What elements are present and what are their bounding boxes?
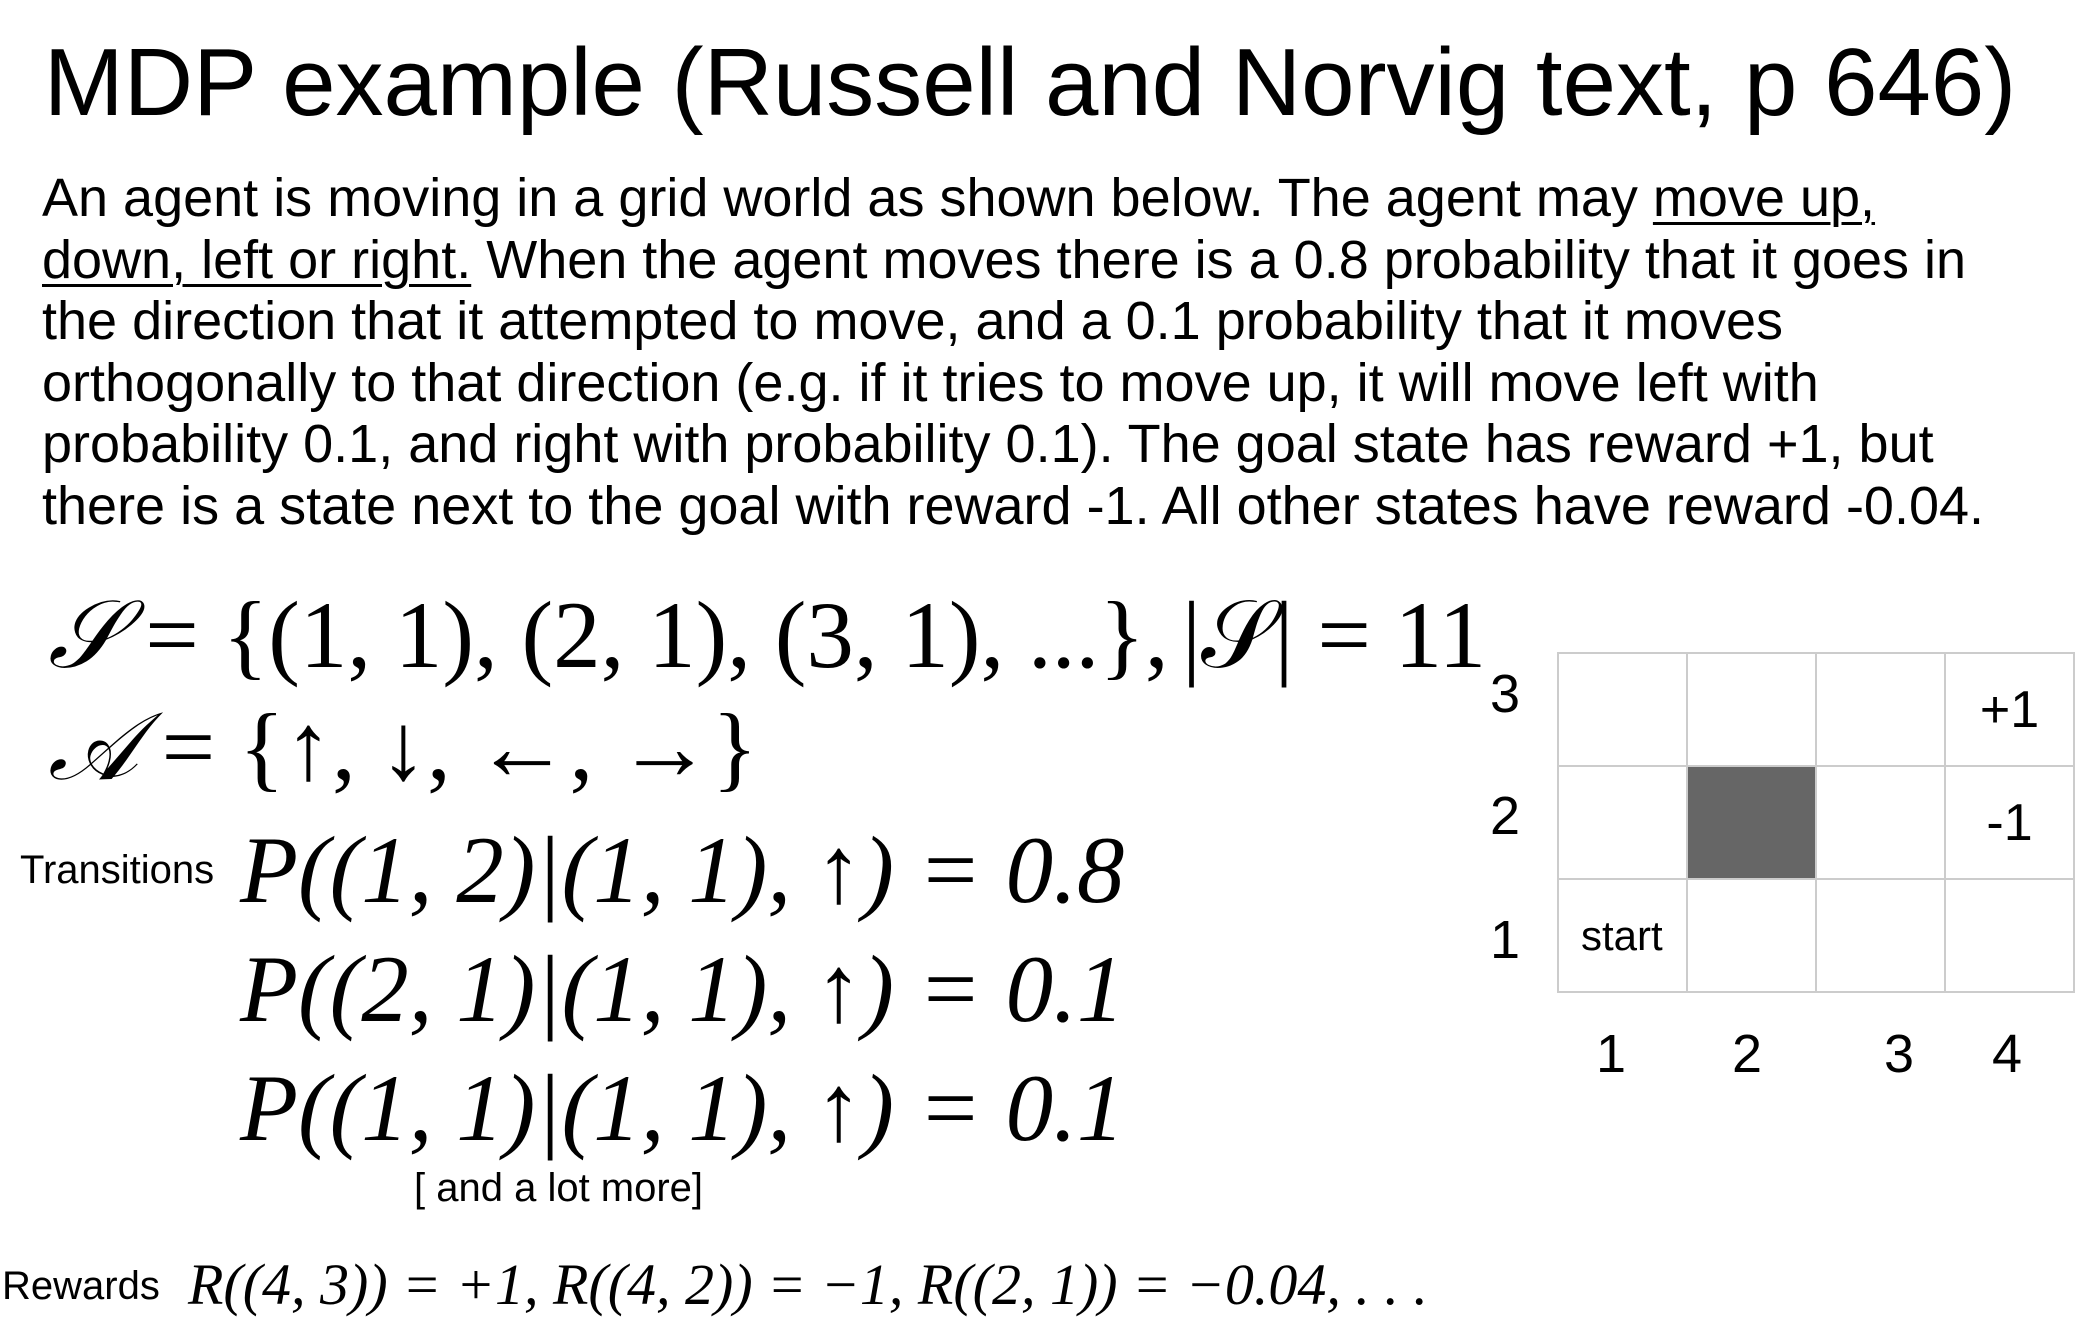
description-line-1: An agent is moving in a grid world as sh… — [42, 168, 1876, 228]
grid-cell — [1686, 878, 1817, 993]
col-label-3: 3 — [1884, 1024, 1915, 1084]
grid-row-3: +1 — [1557, 652, 2075, 767]
grid-cell — [1557, 652, 1688, 767]
row-label-1: 1 — [1490, 910, 1521, 970]
description-line-3: the direction that it attempted to move,… — [42, 291, 1783, 351]
page-title: MDP example (Russell and Norvig text, p … — [43, 29, 2017, 136]
description-line-2: down, left or right. When the agent move… — [42, 229, 1967, 290]
wall-cell — [1686, 765, 1817, 880]
grid-cell — [1557, 765, 1688, 880]
col-label-2: 2 — [1732, 1024, 1763, 1084]
grid-cell — [1944, 878, 2075, 993]
actions-formula: 𝒜 = {↑, ↓, ←, →} — [48, 692, 758, 802]
row-label-3: 3 — [1490, 664, 1521, 724]
state-count-formula: |𝒮| = 11 — [1182, 582, 1487, 688]
transitions-label: Transitions — [20, 848, 215, 892]
goal-cell: +1 — [1944, 652, 2075, 767]
start-cell: start — [1557, 878, 1688, 993]
grid-world: +1 -1 start — [1557, 652, 2075, 993]
col-label-1: 1 — [1596, 1024, 1627, 1084]
transition-formula-2: P((2, 1)|(1, 1), ↑) = 0.1 — [240, 936, 1125, 1042]
description-line-4: orthogonally to that direction (e.g. if … — [42, 352, 1819, 413]
transition-formula-1: P((1, 2)|(1, 1), ↑) = 0.8 — [240, 817, 1125, 923]
transition-formula-3: P((1, 1)|(1, 1), ↑) = 0.1 — [240, 1055, 1125, 1161]
problem-description: An agent is moving in a grid world as sh… — [42, 168, 2062, 537]
penalty-cell: -1 — [1944, 765, 2075, 880]
row-label-2: 2 — [1490, 786, 1521, 846]
rewards-label: Rewards — [2, 1264, 160, 1308]
grid-cell — [1815, 765, 1946, 880]
grid-cell — [1815, 652, 1946, 767]
grid-cell — [1815, 878, 1946, 993]
states-formula: 𝒮 = {(1, 1), (2, 1), (3, 1), ...}, — [48, 580, 1169, 690]
grid-cell — [1686, 652, 1817, 767]
grid-row-2: -1 — [1557, 765, 2075, 880]
description-line-5: probability 0.1, and right with probabil… — [42, 414, 1934, 474]
rewards-formula: R((4, 3)) = +1, R((4, 2)) = −1, R((2, 1)… — [188, 1252, 1428, 1317]
col-label-4: 4 — [1992, 1024, 2023, 1084]
more-transitions-note: [ and a lot more] — [414, 1166, 704, 1210]
description-line-6: there is a state next to the goal with r… — [42, 475, 1985, 536]
grid-row-1: start — [1557, 878, 2075, 993]
